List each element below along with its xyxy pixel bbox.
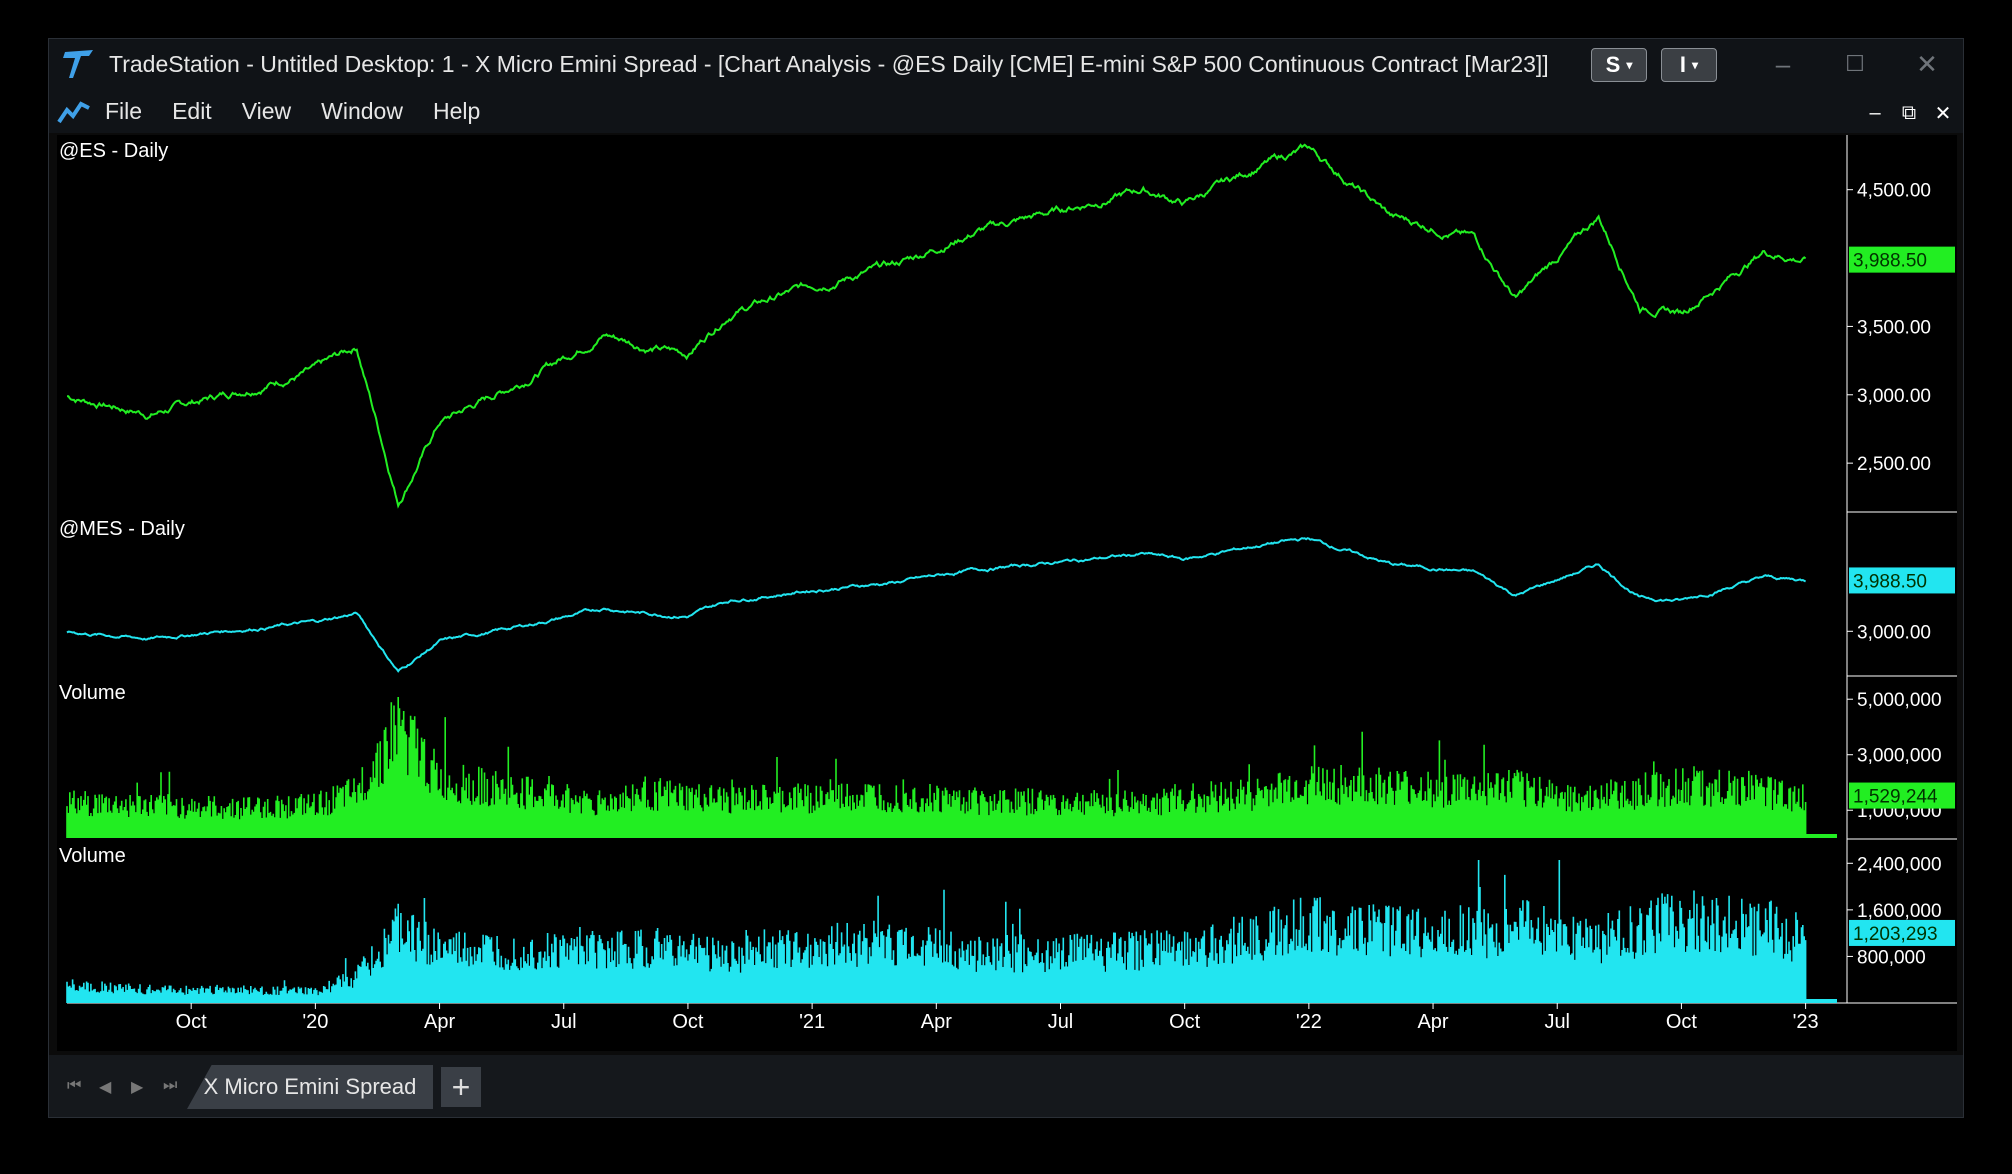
child-minimize-icon[interactable]: – [1869, 101, 1881, 124]
symbol-link-s-label: S [1605, 52, 1621, 77]
symbol-link-s-button[interactable]: S ▾ [1591, 48, 1647, 82]
window-title: TradeStation - Untitled Desktop: 1 - X M… [109, 50, 1549, 77]
y-tick-label: 2,400,000 [1857, 854, 1942, 875]
x-tick-label: Jul [551, 1011, 577, 1033]
x-tick-label: Apr [1417, 1011, 1448, 1033]
maximize-icon[interactable]: ☐ [1845, 51, 1865, 76]
last-value-badge [1849, 246, 1955, 273]
menu-edit[interactable]: Edit [172, 97, 212, 124]
x-tick-label: Oct [176, 1011, 208, 1033]
x-tick-label: Oct [1169, 1011, 1201, 1033]
first-tab-icon[interactable]: ⏮ [67, 1077, 82, 1094]
y-tick-label: 3,000.00 [1857, 622, 1931, 643]
last-value-label: 3,988.50 [1853, 251, 1927, 272]
y-tick-label: 3,500.00 [1857, 317, 1931, 338]
indicator-link-i-label: I [1679, 52, 1687, 77]
x-tick-label: '22 [1296, 1011, 1322, 1033]
x-tick-label: Jul [1544, 1011, 1570, 1033]
minimize-icon[interactable]: – [1775, 48, 1791, 79]
last-value-badge [1849, 919, 1955, 946]
last-value-badge [1849, 782, 1955, 809]
chart-analysis-icon [57, 101, 90, 124]
previous-tab-icon[interactable]: ◀ [99, 1079, 112, 1096]
y-tick-label: 4,500.00 [1857, 181, 1931, 202]
title-bar: TradeStation - Untitled Desktop: 1 - X M… [49, 39, 1963, 89]
child-restore-icon[interactable]: ⧉ [1901, 101, 1917, 124]
child-close-icon[interactable]: ✕ [1934, 102, 1952, 125]
volume-bars [66, 860, 1807, 1003]
chart-canvas[interactable]: @ES - Daily 4,500.00 3,500.00 3,000.00 2,500… [57, 135, 1957, 1051]
chevron-down-icon: ▾ [1692, 58, 1699, 72]
menu-file[interactable]: File [105, 97, 143, 124]
menu-bar: File Edit View Window Help [49, 89, 1963, 133]
add-tab-button[interactable]: + [441, 1067, 481, 1107]
y-tick-label: 800,000 [1857, 947, 1926, 968]
x-tick-label: '23 [1793, 1011, 1819, 1033]
workspace-tab-bar: ⏮ ◀ ▶ ⏭ X Micro Emini Spread + [49, 1055, 1963, 1117]
indicator-link-i-button[interactable]: I ▾ [1661, 48, 1717, 82]
next-tab-icon[interactable]: ▶ [131, 1079, 144, 1096]
chart-analysis-window[interactable]: @ES - Daily 4,500.00 3,500.00 3,000.00 2,500… [57, 135, 1957, 1051]
pane-label: @MES - Daily [59, 518, 185, 540]
x-tick-label: Jul [1048, 1011, 1074, 1033]
pane-label: @ES - Daily [59, 140, 168, 162]
chevron-down-icon: ▾ [1626, 58, 1633, 72]
x-tick-label: '21 [799, 1011, 825, 1033]
x-tick-label: '20 [302, 1011, 328, 1033]
volume-baseline [67, 834, 1837, 838]
tab-x-micro-emini-spread[interactable]: X Micro Emini Spread [187, 1065, 433, 1109]
y-tick-label: 3,000.00 [1857, 386, 1931, 407]
x-tick-label: Oct [1666, 1011, 1698, 1033]
series-line [67, 143, 1807, 509]
application-window: TradeStation - Untitled Desktop: 1 - X M… [48, 38, 1964, 1118]
pane-label: Volume [59, 845, 126, 867]
x-tick-label: Oct [672, 1011, 704, 1033]
y-tick-label: 3,000,000 [1857, 746, 1942, 767]
volume-baseline [67, 999, 1837, 1003]
menu-window[interactable]: Window [321, 97, 403, 124]
tradestation-logo-icon [63, 50, 93, 78]
last-value-badge [1849, 567, 1955, 594]
last-value-label: 3,988.50 [1853, 571, 1927, 592]
pane-label: Volume [59, 682, 126, 704]
x-tick-label: Apr [921, 1011, 952, 1033]
volume-bars [66, 697, 1807, 838]
close-icon[interactable]: ✕ [1916, 48, 1938, 79]
menu-view[interactable]: View [241, 97, 292, 124]
menu-help[interactable]: Help [432, 97, 481, 124]
y-tick-label: 5,000,000 [1857, 690, 1942, 711]
y-tick-label: 2,500.00 [1857, 454, 1931, 475]
x-tick-label: Apr [424, 1011, 455, 1033]
last-value-label: 1,203,293 [1853, 924, 1938, 945]
last-tab-icon[interactable]: ⏭ [163, 1077, 178, 1094]
series-line [66, 537, 1807, 673]
y-tick-label: 1,600,000 [1857, 901, 1942, 922]
last-value-label: 1,529,244 [1853, 787, 1938, 808]
